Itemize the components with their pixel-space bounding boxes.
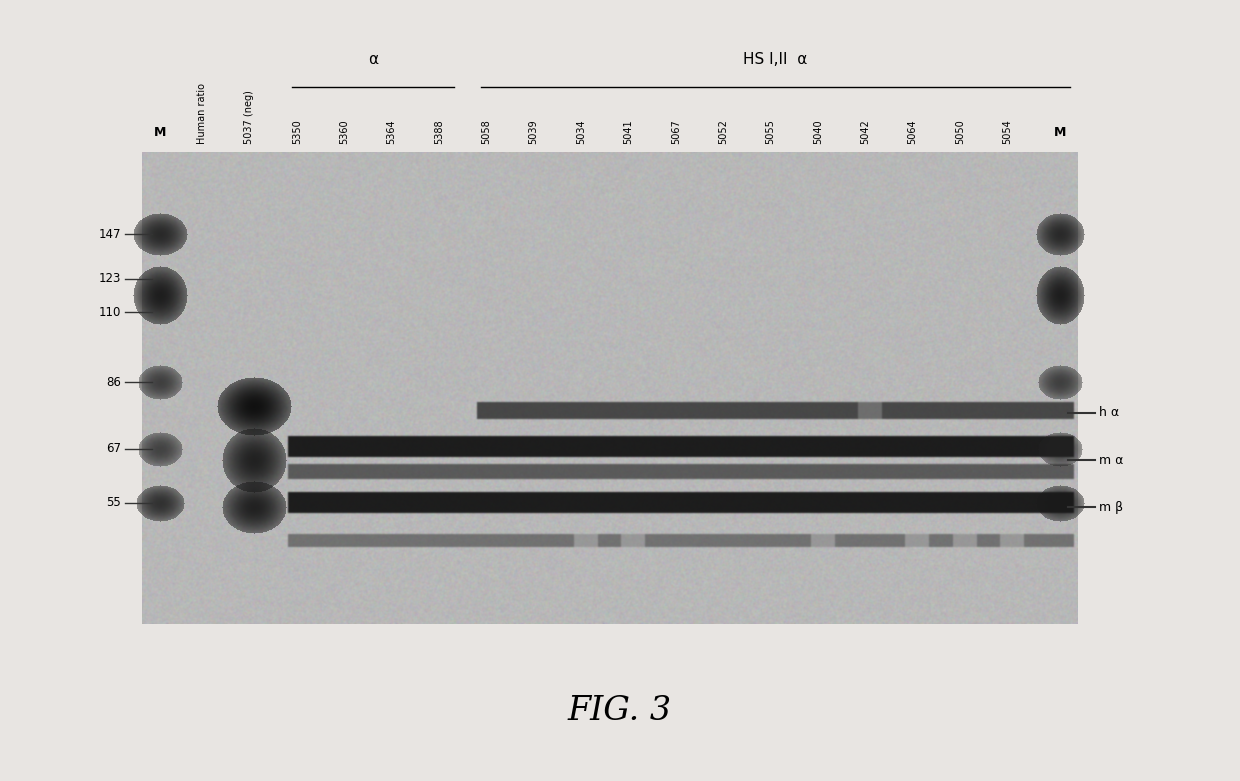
Text: 147: 147	[98, 227, 122, 241]
Text: h α: h α	[1099, 406, 1120, 419]
Text: HS I,II  α: HS I,II α	[743, 52, 807, 67]
Text: 5034: 5034	[577, 119, 587, 144]
Text: 5058: 5058	[481, 119, 491, 144]
Text: 5364: 5364	[386, 119, 396, 144]
Text: 5040: 5040	[813, 119, 823, 144]
Text: 5039: 5039	[528, 119, 538, 144]
Text: 5360: 5360	[339, 119, 348, 144]
Text: 5350: 5350	[291, 119, 303, 144]
Text: 110: 110	[99, 305, 122, 319]
Text: m α: m α	[1099, 454, 1123, 466]
Text: 5064: 5064	[906, 119, 918, 144]
Text: 5050: 5050	[955, 119, 965, 144]
Text: M: M	[1054, 126, 1066, 139]
Text: m β: m β	[1099, 501, 1123, 513]
Text: 86: 86	[107, 376, 122, 388]
Text: 67: 67	[105, 443, 122, 455]
Text: FIG. 3: FIG. 3	[568, 695, 672, 726]
Text: 5037 (neg): 5037 (neg)	[244, 90, 254, 144]
Text: Human ratio: Human ratio	[197, 83, 207, 144]
Text: 55: 55	[107, 497, 122, 509]
Text: 5052: 5052	[718, 119, 728, 144]
Text: 5067: 5067	[671, 119, 681, 144]
Text: 5042: 5042	[861, 119, 870, 144]
Text: 123: 123	[99, 273, 122, 286]
Text: 5041: 5041	[622, 119, 632, 144]
Text: 5388: 5388	[434, 119, 444, 144]
Text: 5054: 5054	[1002, 119, 1012, 144]
Text: α: α	[368, 52, 378, 67]
Text: 5055: 5055	[765, 119, 775, 144]
Text: M: M	[154, 126, 166, 139]
